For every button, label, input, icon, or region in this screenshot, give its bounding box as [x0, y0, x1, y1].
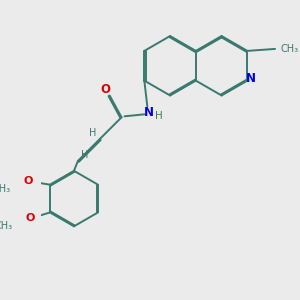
- Text: CH₃: CH₃: [280, 44, 299, 54]
- Text: H: H: [155, 111, 163, 121]
- Text: O: O: [23, 176, 33, 186]
- Text: O: O: [26, 213, 35, 224]
- Text: H: H: [89, 128, 97, 138]
- Text: CH₃: CH₃: [0, 184, 10, 194]
- Text: CH₃: CH₃: [0, 221, 12, 231]
- Text: N: N: [246, 72, 256, 85]
- Text: N: N: [144, 106, 154, 119]
- Text: H: H: [81, 150, 88, 160]
- Text: O: O: [101, 83, 111, 96]
